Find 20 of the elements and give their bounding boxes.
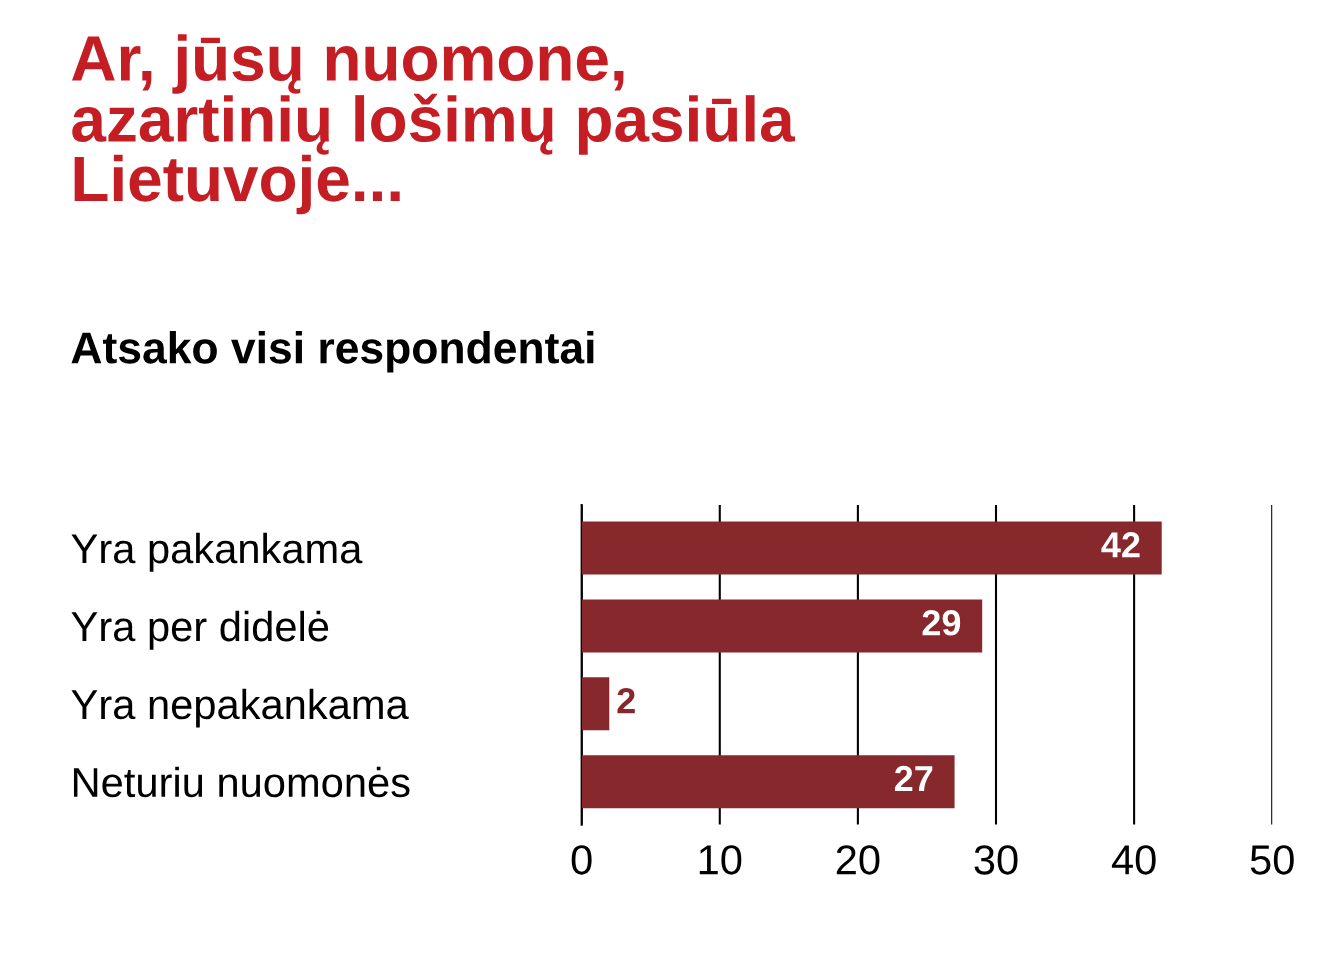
x-tick-label: 0	[571, 845, 592, 875]
chart-title: Ar, jūsų nuomone, azartinių lošimų pasiūla Lietuvoje...	[71, 34, 796, 215]
bar	[581, 677, 610, 731]
bar	[581, 755, 955, 809]
y-tick-label: Yra pakankama	[71, 532, 363, 572]
data-label: 27	[894, 765, 933, 792]
x-tick-label: 10	[699, 845, 742, 875]
data-label: 42	[1101, 532, 1140, 558]
y-tick-label: Yra per didelė	[71, 610, 329, 650]
data-label: 2	[617, 687, 635, 714]
x-tick-label: 40	[1111, 845, 1156, 875]
x-tick-label: 30	[974, 845, 1018, 875]
y-tick-label: Yra nepakankama	[71, 688, 409, 728]
bar	[581, 599, 983, 653]
x-tick-label: 50	[1250, 845, 1294, 875]
chart-subtitle: Atsako visi respondentai	[71, 331, 594, 373]
data-label: 29	[922, 610, 961, 636]
bar	[581, 521, 1162, 575]
x-tick-label: 20	[836, 845, 880, 875]
y-tick-label: Neturiu nuomonės	[73, 766, 410, 798]
